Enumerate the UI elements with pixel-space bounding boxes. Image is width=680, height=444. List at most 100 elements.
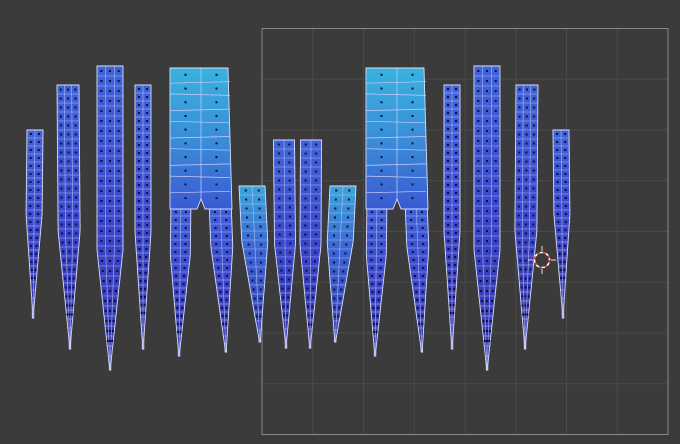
face-dot — [75, 214, 78, 217]
face-dot — [447, 88, 449, 90]
face-dot — [532, 196, 535, 199]
face-dot — [532, 187, 535, 190]
face-dot — [491, 300, 494, 302]
edge — [110, 66, 115, 370]
face-dot — [411, 169, 414, 172]
face-dot — [100, 80, 103, 82]
face-dot — [333, 279, 336, 282]
face-dot — [259, 234, 262, 237]
face-dot — [370, 211, 373, 213]
face-dot — [493, 260, 496, 262]
face-dot — [75, 205, 78, 208]
face-dot — [421, 315, 424, 317]
face-dot — [529, 268, 532, 271]
face-dot — [67, 88, 70, 91]
face-dot — [143, 296, 146, 298]
face-dot — [74, 133, 77, 136]
face-dot — [486, 190, 488, 192]
face-dot — [37, 181, 40, 183]
face-dot — [447, 192, 449, 194]
face-dot — [37, 173, 40, 175]
face-dot — [146, 152, 148, 154]
face-dot — [307, 323, 310, 326]
face-dot — [37, 133, 40, 135]
face-dot — [146, 96, 148, 98]
face-dot — [486, 300, 488, 302]
face-dot — [138, 256, 141, 258]
face-dot — [74, 250, 77, 253]
face-dot — [486, 70, 488, 72]
face-dot — [117, 140, 120, 142]
face-dot — [333, 306, 336, 309]
face-dot — [115, 280, 118, 282]
face-dot — [377, 299, 380, 301]
face-dot — [175, 283, 178, 285]
face-dot — [421, 307, 424, 309]
face-dot — [138, 232, 141, 234]
face-dot — [60, 232, 63, 235]
face-dot — [225, 227, 228, 229]
face-dot — [556, 181, 559, 183]
uv-island — [365, 199, 388, 357]
face-dot — [100, 120, 103, 122]
face-dot — [117, 250, 120, 252]
face-dot — [117, 230, 120, 232]
face-dot — [100, 110, 103, 112]
face-dot — [304, 170, 307, 173]
face-dot — [37, 197, 40, 199]
face-dot — [564, 181, 567, 183]
face-dot — [144, 280, 147, 282]
face-dot — [214, 219, 217, 221]
face-dot — [564, 165, 567, 167]
face-dot — [486, 180, 488, 182]
face-dot — [73, 259, 76, 262]
face-dot — [278, 233, 281, 236]
face-dot — [175, 291, 178, 293]
face-dot — [447, 240, 450, 242]
face-dot — [184, 227, 187, 229]
face-dot — [494, 220, 497, 222]
face-dot — [413, 275, 416, 277]
face-dot — [455, 208, 457, 210]
face-dot — [109, 260, 111, 262]
face-dot — [259, 288, 262, 291]
face-dot — [477, 80, 480, 82]
face-dot — [332, 261, 335, 264]
face-dot — [380, 235, 383, 237]
face-dot — [278, 197, 281, 200]
face-dot — [117, 150, 120, 152]
face-dot — [518, 250, 521, 253]
edge — [309, 140, 312, 348]
face-dot — [138, 192, 140, 194]
face-dot — [117, 110, 120, 112]
face-dot — [483, 340, 486, 342]
face-dot — [370, 259, 373, 261]
face-dot — [304, 161, 307, 164]
face-dot — [100, 130, 103, 132]
face-dot — [517, 214, 520, 217]
face-dot — [486, 310, 488, 312]
face-dot — [260, 261, 263, 264]
face-dot — [455, 224, 457, 226]
face-dot — [117, 70, 120, 72]
face-dot — [486, 280, 488, 282]
face-dot — [493, 270, 496, 272]
face-dot — [525, 142, 528, 145]
face-dot — [278, 188, 281, 191]
face-dot — [225, 275, 228, 277]
face-dot — [375, 331, 378, 333]
face-dot — [315, 143, 318, 146]
face-dot — [101, 270, 104, 272]
face-dot — [532, 142, 535, 145]
face-dot — [414, 283, 417, 285]
face-dot — [564, 213, 567, 215]
face-dot — [341, 279, 344, 282]
face-dot — [525, 115, 528, 118]
face-dot — [332, 252, 335, 255]
face-dot — [413, 267, 416, 269]
face-dot — [184, 197, 187, 200]
face-dot — [36, 221, 39, 223]
edge — [169, 93, 231, 96]
face-dot — [116, 260, 119, 262]
face-dot — [564, 245, 567, 247]
